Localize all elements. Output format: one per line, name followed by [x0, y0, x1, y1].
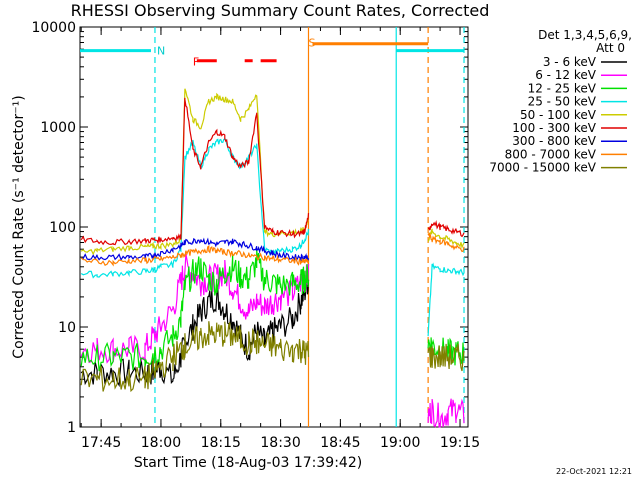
annotation-label: S	[308, 36, 315, 49]
legend-label: 100 - 300 keV	[512, 121, 596, 135]
series-line	[80, 88, 310, 256]
series-line	[427, 343, 465, 372]
series-line	[427, 232, 465, 253]
y-tick-label: 1000	[40, 120, 76, 136]
series-line	[427, 228, 465, 250]
y-tick-label: 100	[49, 220, 76, 236]
y-axis-label: Corrected Count Rate (s⁻¹ detector⁻¹)	[11, 95, 27, 358]
legend-label: 800 - 7000 keV	[505, 147, 597, 161]
series-line	[80, 245, 310, 267]
legend-header-line1: Det 1,3,4,5,6,9,	[538, 28, 632, 42]
y-tick-label: 10000	[31, 20, 76, 36]
state-bars: N F S	[80, 27, 465, 427]
x-axis-label: Start Time (18-Aug-03 17:39:42)	[134, 455, 362, 471]
timestamp: 22-Oct-2021 12:21	[556, 467, 632, 476]
annotation-label: F	[193, 56, 199, 69]
y-tick-label: 10	[58, 320, 76, 336]
series-line	[80, 254, 310, 364]
legend-label: 6 - 12 keV	[535, 68, 597, 82]
y-tick-label: 1	[67, 420, 76, 436]
x-tick-label: 19:15	[440, 435, 480, 451]
series-line	[80, 138, 310, 279]
series-line	[427, 398, 465, 428]
series-line	[80, 321, 310, 393]
x-tick-label: 18:30	[260, 435, 300, 451]
tick-layer: 1 10 100 1000 10000 17:45 18:00 18:15 18:30 18:45…	[31, 20, 480, 451]
x-tick-label: 19:00	[380, 435, 420, 451]
legend-label: 50 - 100 keV	[520, 108, 597, 122]
series-line	[80, 97, 310, 246]
series-line	[81, 237, 310, 263]
series-line	[80, 274, 310, 388]
x-tick-label: 17:45	[81, 435, 121, 451]
legend-header-line2: Att 0	[596, 41, 625, 55]
series-line	[427, 262, 465, 337]
legend-label: 3 - 6 keV	[543, 55, 597, 69]
legend-label: 300 - 800 keV	[512, 134, 596, 148]
chart-title: RHESSI Observing Summary Count Rates, Co…	[71, 1, 490, 20]
x-tick-label: 18:45	[320, 435, 360, 451]
annotation-label: N	[157, 45, 165, 58]
legend-label: 25 - 50 keV	[528, 95, 597, 109]
plot-frame	[79, 26, 469, 428]
series-lines	[80, 88, 465, 428]
x-tick-label: 18:00	[141, 435, 181, 451]
series-line	[80, 249, 310, 372]
legend-label: 12 - 25 keV	[528, 81, 597, 95]
x-tick-label: 18:15	[201, 435, 241, 451]
series-line	[427, 219, 465, 238]
legend-label: 7000 - 15000 keV	[489, 161, 596, 175]
